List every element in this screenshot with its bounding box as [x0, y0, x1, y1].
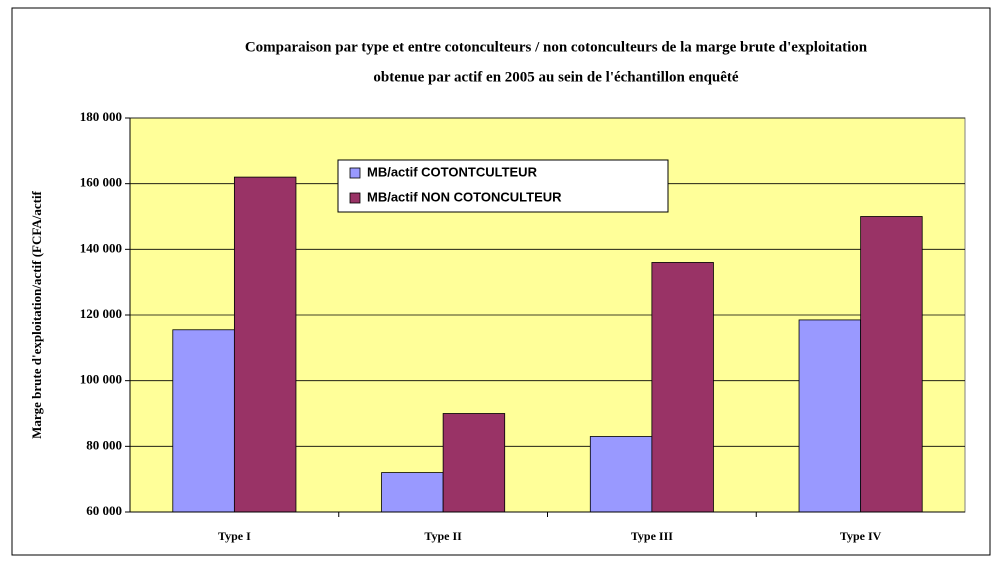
bar: [860, 216, 923, 513]
y-axis-label: Marge brute d'exploitation/actif (FCFA/a…: [29, 190, 44, 438]
bar: [442, 413, 506, 513]
x-tick-label: Type I: [218, 529, 251, 543]
legend-label: MB/actif NON COTONCULTEUR: [367, 189, 562, 204]
bar: [233, 176, 297, 513]
chart-title: obtenue par actif en 2005 au sein de l'é…: [373, 69, 738, 85]
y-tick-label: 160 000: [80, 175, 122, 190]
bar: [651, 262, 714, 513]
legend: [337, 159, 669, 213]
bar: [798, 319, 862, 513]
y-tick-label: 100 000: [80, 372, 122, 387]
chart-title: Comparaison par type et entre cotonculte…: [245, 39, 868, 55]
bar: [381, 472, 444, 513]
legend-label: MB/actif COTONTCULTEUR: [367, 164, 538, 179]
legend-swatch: [349, 192, 361, 204]
y-tick-label: 180 000: [80, 109, 122, 124]
x-tick-label: Type IV: [840, 529, 882, 543]
legend-swatch: [349, 167, 361, 179]
y-tick-label: 80 000: [86, 437, 122, 452]
bar: [589, 436, 653, 513]
y-tick-label: 60 000: [86, 503, 122, 518]
y-tick-label: 140 000: [80, 240, 122, 255]
x-tick-label: Type III: [631, 529, 673, 543]
x-tick-label: Type II: [424, 529, 462, 543]
y-tick-label: 120 000: [80, 306, 122, 321]
bar: [172, 329, 235, 513]
